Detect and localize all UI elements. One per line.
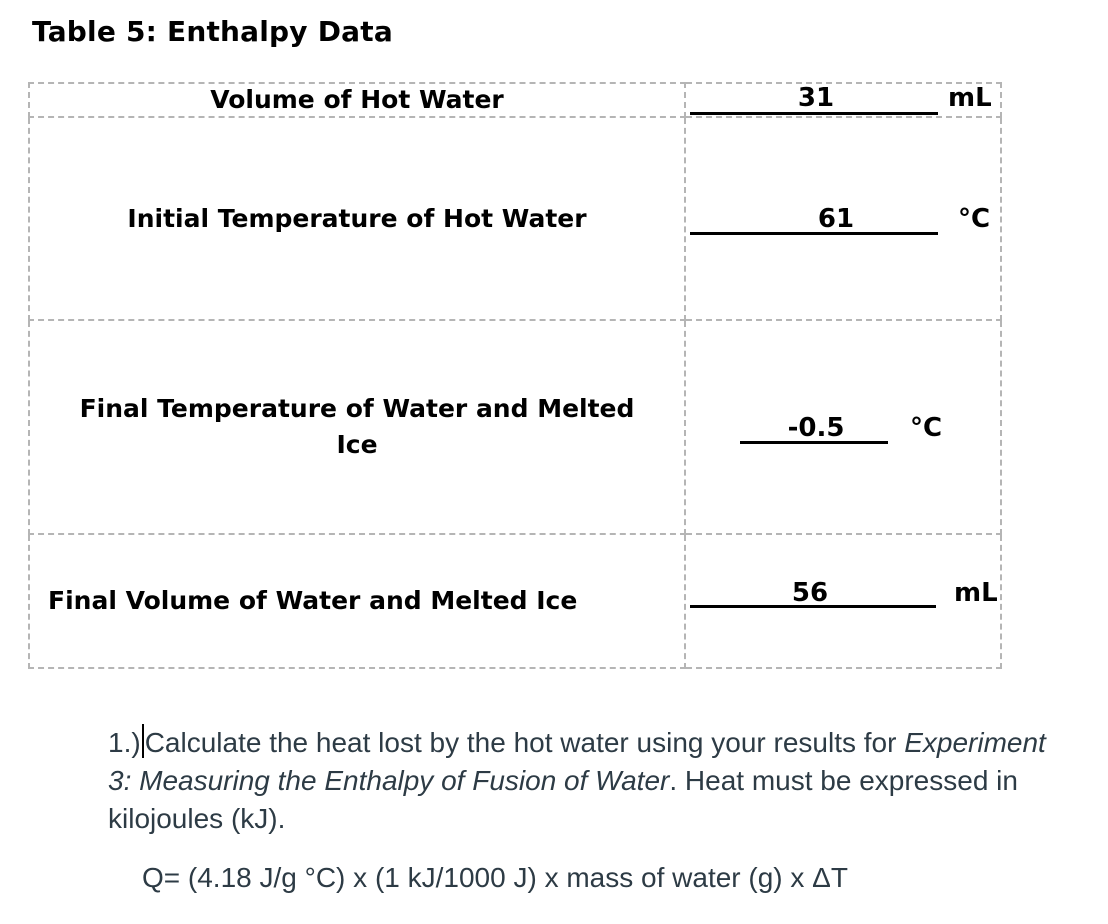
row-value-cell: 56 mL — [684, 533, 1002, 669]
table-row: Final Temperature of Water and Melted Ic… — [28, 319, 1002, 535]
table-row: Volume of Hot Water 31 mL — [28, 82, 1002, 118]
row-label-line: Final Temperature of Water and Melted — [79, 394, 635, 423]
final-temperature-value[interactable]: -0.5 — [787, 413, 845, 443]
question-text[interactable]: 1.) Calculate the heat lost by the hot wa… — [108, 724, 1048, 838]
answer-underline — [690, 112, 938, 115]
text-cursor — [141, 724, 144, 758]
row-label-line: Ice — [336, 430, 378, 459]
enthalpy-data-table: Volume of Hot Water 31 mL Initial Temper… — [28, 82, 1002, 669]
final-volume-value[interactable]: 56 — [791, 578, 829, 608]
row-label-final-volume: Final Volume of Water and Melted Ice — [28, 533, 686, 669]
row-value-cell: 31 mL — [684, 82, 1002, 118]
final-volume-unit: mL — [954, 578, 998, 608]
question-text-part: Calculate the heat lost by the hot water… — [144, 727, 905, 758]
initial-temperature-unit: °C — [958, 204, 991, 234]
question-text-part: . Heat must be expressed in kilojoules (… — [108, 765, 1018, 834]
row-value-cell: -0.5 °C — [684, 319, 1002, 535]
question-experiment-title: Experiment 3: Measuring the Enthalpy of … — [108, 727, 1046, 796]
row-value-cell: 61 °C — [684, 116, 1002, 321]
table-row: Final Volume of Water and Melted Ice 56 … — [28, 533, 1002, 669]
answer-underline — [690, 605, 936, 608]
question-number: 1.) — [108, 727, 141, 758]
answer-underline — [690, 232, 938, 235]
answer-underline — [740, 441, 888, 444]
row-label-volume-hot-water: Volume of Hot Water — [28, 82, 686, 118]
table-row: Initial Temperature of Hot Water 61 °C — [28, 116, 1002, 321]
volume-hot-water-value[interactable]: 31 — [797, 83, 835, 113]
final-temperature-unit: °C — [910, 413, 943, 443]
volume-hot-water-unit: mL — [948, 83, 992, 113]
row-label-initial-temperature: Initial Temperature of Hot Water — [28, 116, 686, 321]
heat-formula: Q= (4.18 J/g °C) x (1 kJ/1000 J) x mass … — [142, 862, 848, 893]
table-title: Table 5: Enthalpy Data — [32, 15, 393, 48]
initial-temperature-value[interactable]: 61 — [817, 204, 855, 234]
row-label-final-temperature: Final Temperature of Water and Melted Ic… — [28, 319, 686, 535]
